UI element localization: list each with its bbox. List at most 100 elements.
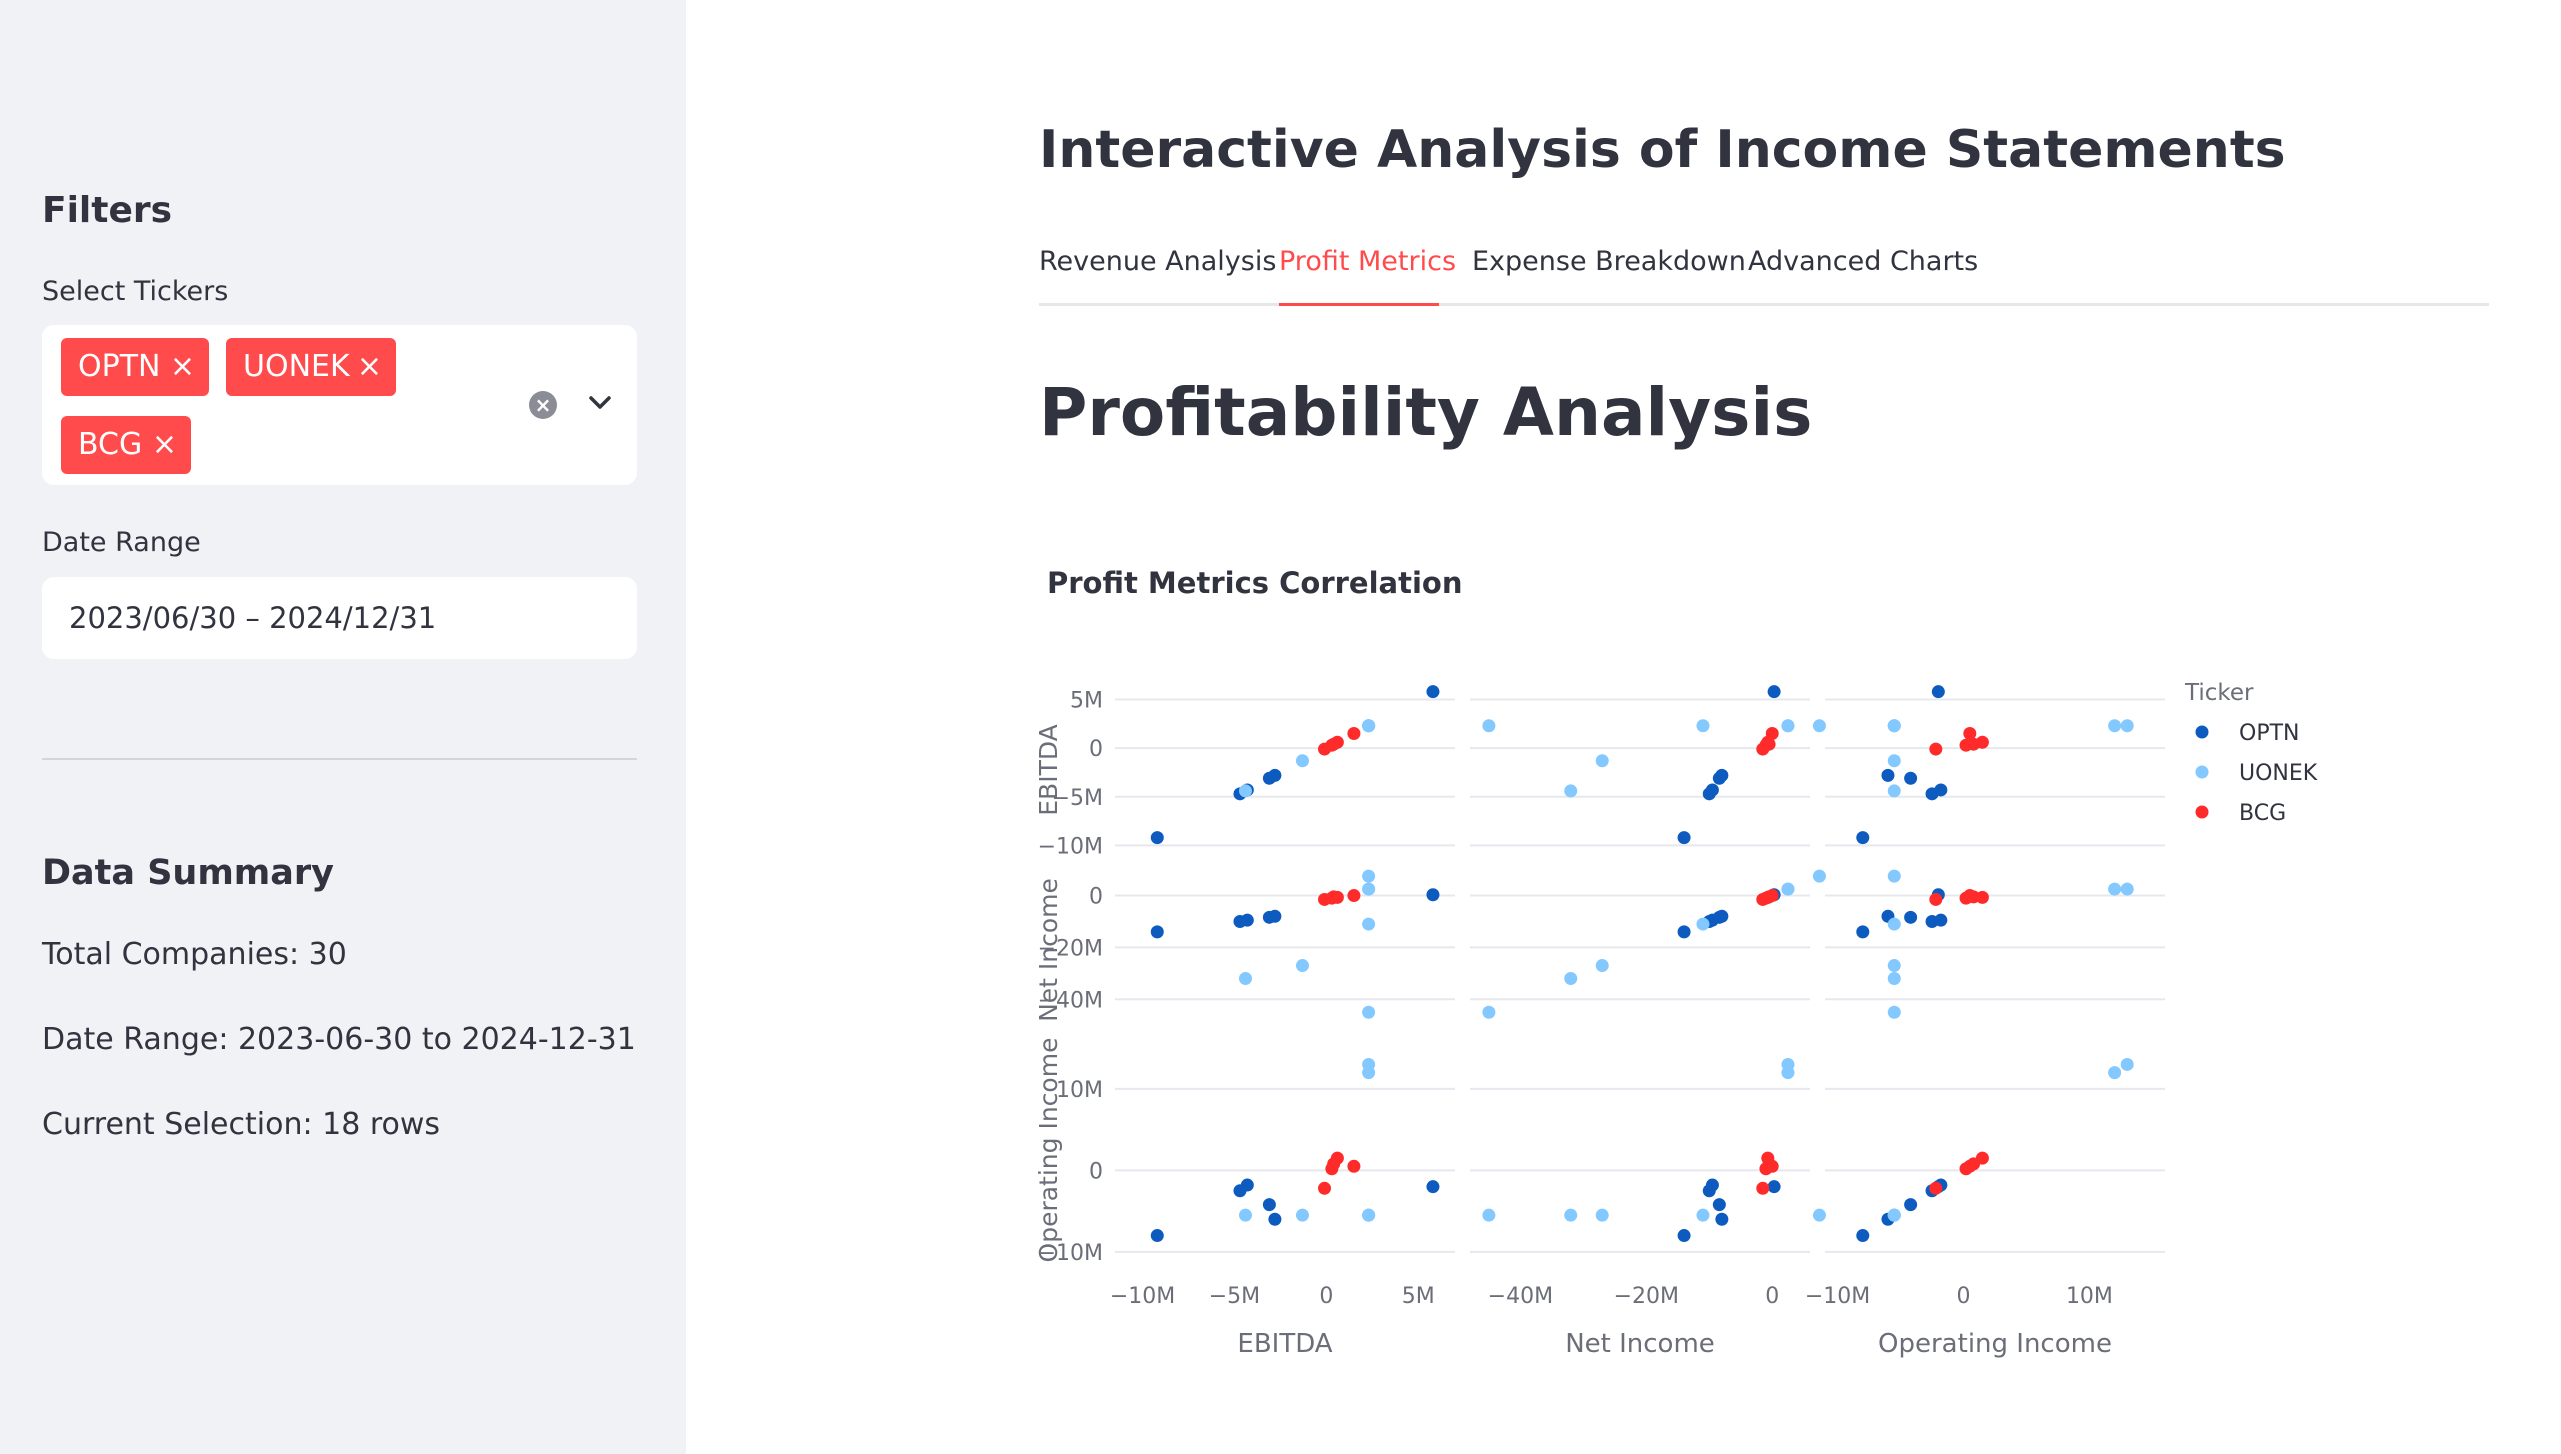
data-point-uonek (1482, 719, 1496, 733)
current-selection-text: Current Selection: 18 rows (42, 1107, 441, 1142)
data-point-bcg (1967, 1157, 1981, 1171)
section-title: Profitability Analysis (1039, 374, 1813, 451)
data-point-uonek (1238, 784, 1252, 798)
data-point-optn (1426, 888, 1440, 902)
chip-remove-icon[interactable]: × (356, 349, 382, 384)
data-point-bcg (1967, 737, 1981, 751)
y-tick-label: 5M (1070, 688, 1103, 713)
data-point-bcg (1318, 1181, 1332, 1195)
data-point-uonek (1696, 1208, 1710, 1222)
scatter-matrix-svg[interactable]: −10M −5M 0 5M EBITDA −40M −20M 0 Net Income −10M 0… (1030, 680, 2530, 1380)
data-point-optn (1856, 925, 1870, 939)
legend-label: UONEK (2239, 761, 2318, 786)
ticker-chip-label: UONEK (243, 349, 350, 384)
y-tick-label: −20M (1038, 936, 1103, 961)
data-point-optn (1856, 831, 1870, 845)
clear-all-icon[interactable]: × (529, 391, 557, 419)
data-point-bcg (1327, 890, 1341, 904)
filters-heading: Filters (42, 190, 173, 231)
tab-profit-metrics[interactable]: Profit Metrics (1279, 246, 1457, 277)
data-point-uonek (1362, 869, 1376, 883)
data-point-uonek (1887, 917, 1901, 931)
ticker-chip-bcg: BCG × (61, 416, 191, 474)
y-tick-label: −40M (1038, 988, 1103, 1013)
x-tick-label: 0 (1319, 1284, 1333, 1309)
date-range-input[interactable]: 2023/06/30 – 2024/12/31 (42, 577, 637, 659)
data-summary-heading: Data Summary (42, 853, 334, 893)
data-point-optn (1715, 909, 1729, 923)
legend-marker-bcg (2195, 805, 2209, 819)
data-point-bcg (1762, 1157, 1776, 1171)
data-point-uonek (1696, 917, 1710, 931)
data-point-uonek (1887, 784, 1901, 798)
data-point-optn (1712, 1198, 1726, 1212)
x-axis-title: Operating Income (1878, 1329, 2112, 1359)
data-point-bcg (1762, 890, 1776, 904)
sidebar-divider (42, 758, 637, 760)
ticker-chip-optn: OPTN × (61, 338, 209, 396)
data-point-uonek (2120, 719, 2134, 733)
data-point-bcg (1929, 892, 1943, 906)
data-point-uonek (1887, 869, 1901, 883)
data-point-uonek (2120, 1057, 2134, 1071)
chart-title: Profit Metrics Correlation (1047, 566, 1463, 600)
data-point-uonek (1887, 972, 1901, 986)
data-point-uonek (1887, 754, 1901, 768)
data-point-uonek (1812, 1208, 1826, 1222)
x-tick-label: 0 (1957, 1284, 1971, 1309)
y-tick-label: 0 (1089, 737, 1103, 762)
data-point-optn (1715, 768, 1729, 782)
x-tick-label: −40M (1488, 1284, 1553, 1309)
y-tick-label: 0 (1089, 885, 1103, 910)
data-point-bcg (1929, 742, 1943, 756)
ticker-multiselect[interactable]: OPTN × UONEK × BCG × × (42, 325, 637, 485)
data-point-optn (1934, 783, 1948, 797)
data-point-uonek (1362, 719, 1376, 733)
data-point-uonek (1295, 1208, 1309, 1222)
data-point-optn (1904, 771, 1918, 785)
x-axis-title: Net Income (1565, 1329, 1715, 1359)
page-title: Interactive Analysis of Income Statement… (1039, 120, 2286, 180)
chip-remove-icon[interactable]: × (151, 427, 177, 462)
x-tick-label: 5M (1402, 1284, 1435, 1309)
data-point-uonek (1482, 1208, 1496, 1222)
data-point-optn (1705, 1178, 1719, 1192)
data-point-bcg (1347, 1159, 1361, 1173)
date-range-label: Date Range (42, 527, 201, 558)
tab-bar: Revenue Analysis Profit Metrics Expense … (1039, 240, 2489, 306)
data-point-uonek (2120, 882, 2134, 896)
data-point-optn (1240, 913, 1254, 927)
x-tick-label: −20M (1614, 1284, 1679, 1309)
data-point-optn (1767, 1180, 1781, 1194)
data-point-uonek (1295, 754, 1309, 768)
active-tab-indicator (1279, 303, 1439, 306)
data-point-optn (1904, 910, 1918, 924)
chip-remove-icon[interactable]: × (169, 349, 195, 384)
data-point-optn (1934, 913, 1948, 927)
data-point-optn (1150, 925, 1164, 939)
data-point-uonek (2108, 1066, 2122, 1080)
ticker-chip-label: OPTN (78, 349, 161, 384)
tab-revenue-analysis[interactable]: Revenue Analysis (1039, 246, 1277, 277)
data-point-bcg (1967, 890, 1981, 904)
data-point-uonek (1887, 1208, 1901, 1222)
data-point-bcg (1929, 1181, 1943, 1195)
data-point-uonek (1595, 959, 1609, 973)
scatter-matrix-chart[interactable]: −10M −5M 0 5M EBITDA −40M −20M 0 Net Income −10M 0… (1030, 680, 2530, 1380)
tab-expense-breakdown[interactable]: Expense Breakdown (1472, 246, 1746, 277)
tab-advanced-charts[interactable]: Advanced Charts (1748, 246, 1979, 277)
data-point-bcg (1347, 727, 1361, 741)
data-point-uonek (1482, 1005, 1496, 1019)
data-point-uonek (1595, 1208, 1609, 1222)
data-point-optn (1240, 1178, 1254, 1192)
legend-title: Ticker (2184, 680, 2254, 706)
data-point-uonek (1696, 719, 1710, 733)
data-point-optn (1426, 685, 1440, 699)
data-point-uonek (2108, 882, 2122, 896)
select-tickers-label: Select Tickers (42, 276, 229, 307)
data-point-optn (1856, 1229, 1870, 1243)
data-point-uonek (1362, 1005, 1376, 1019)
chevron-down-icon[interactable] (582, 385, 618, 421)
data-point-optn (1767, 685, 1781, 699)
data-point-uonek (1812, 869, 1826, 883)
